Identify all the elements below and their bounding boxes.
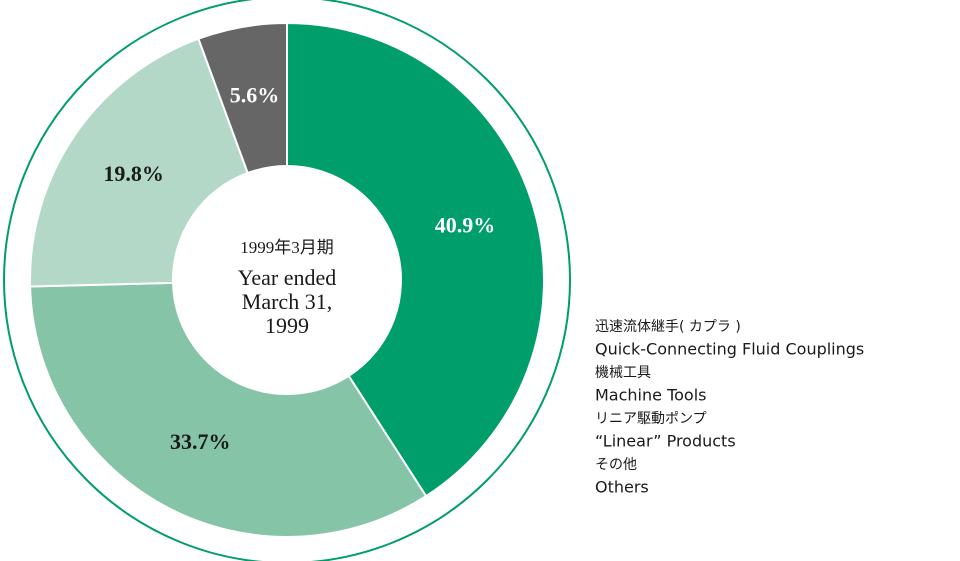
legend-label-ja: 迅速流体継手( カプラ ) <box>595 319 741 335</box>
slice <box>197 21 288 175</box>
value-label: 19.8% <box>103 161 164 186</box>
legend-label: Others <box>595 478 649 497</box>
value-label: 5.6% <box>230 82 280 107</box>
slice <box>29 281 428 538</box>
center-label: 1999年3月期 Year ended March 31, 1999 <box>217 233 357 338</box>
outer-ring <box>3 0 571 561</box>
center-label-ja: 1999年3月期 <box>240 238 334 257</box>
legend-label-ja: 機械工具 <box>595 365 651 381</box>
legend-label-ja: その他 <box>595 457 637 473</box>
legend-label-ja: リニア駆動ポンプ <box>595 411 707 427</box>
slice <box>29 37 249 288</box>
center-label-en: Year ended March 31, 1999 <box>237 265 337 338</box>
legend-label: Machine Tools <box>595 386 706 405</box>
legend-label: Quick-Connecting Fluid Couplings <box>595 340 864 359</box>
value-label: 33.7% <box>170 429 231 454</box>
legend-label: “Linear” Products <box>595 432 736 451</box>
slice <box>286 21 545 498</box>
value-label: 40.9% <box>435 213 496 238</box>
